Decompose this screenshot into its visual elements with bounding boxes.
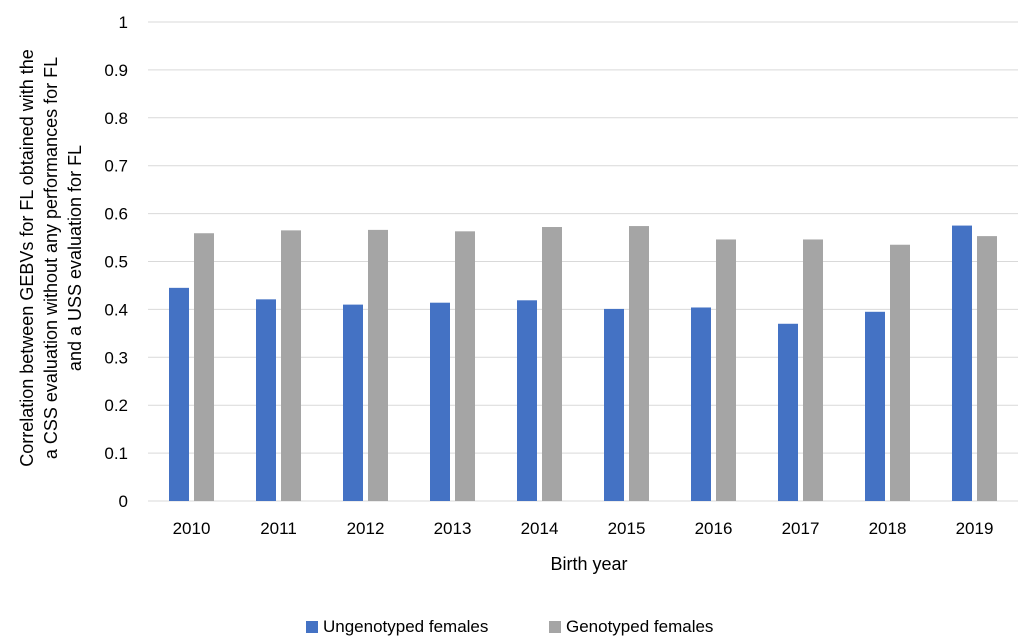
bar-ungenotyped-2016 — [691, 307, 711, 501]
y-axis-ticks: 0 0.1 0.2 0.3 0.4 0.5 0.6 0.7 0.8 0.9 1 — [104, 13, 128, 511]
y-tick-label: 0.9 — [104, 61, 128, 80]
legend-swatch-ungenotyped — [306, 621, 318, 633]
gridlines — [148, 21, 1018, 502]
bar-genotyped-2014 — [542, 227, 562, 501]
x-tick-label: 2012 — [347, 519, 385, 538]
x-tick-label: 2010 — [173, 519, 211, 538]
y-tick-label: 0.7 — [104, 157, 128, 176]
bar-ungenotyped-2014 — [517, 300, 537, 501]
x-tick-label: 2014 — [521, 519, 559, 538]
bar-ungenotyped-2013 — [430, 302, 450, 501]
bar-genotyped-2018 — [890, 244, 910, 502]
bar-ungenotyped-2011 — [256, 299, 276, 501]
y-tick-label: 0.2 — [104, 396, 128, 415]
legend-swatch-genotyped — [549, 621, 561, 633]
x-tick-label: 2011 — [260, 519, 297, 538]
y-tick-label: 0.1 — [104, 444, 128, 463]
bar-genotyped-2011 — [281, 230, 301, 502]
y-tick-label: 0.4 — [104, 300, 128, 319]
y-tick-label: 1 — [119, 13, 128, 32]
y-axis-label-line-3: and a USS evaluation for FL — [65, 145, 85, 371]
bar-genotyped-2012 — [368, 229, 388, 502]
x-axis-ticks: 2010 2011 2012 2013 2014 2015 2016 2017 2018 2019 — [173, 519, 994, 538]
x-tick-label: 2015 — [608, 519, 646, 538]
y-tick-label: 0.3 — [104, 348, 128, 367]
y-axis-label-line-2: a CSS evaluation without any performance… — [41, 57, 61, 459]
y-axis-label-line-1: Correlation between GEBVs for FL obtaine… — [17, 49, 37, 467]
bar-genotyped-2017 — [803, 239, 823, 501]
legend-label-genotyped: Genotyped females — [566, 617, 713, 636]
bar-genotyped-2015 — [629, 226, 649, 501]
x-axis-label: Birth year — [550, 554, 627, 574]
x-tick-label: 2016 — [695, 519, 733, 538]
x-tick-label: 2019 — [956, 519, 994, 538]
y-axis-label: Correlation between GEBVs for FL obtaine… — [17, 49, 85, 467]
x-tick-label: 2017 — [782, 519, 820, 538]
bar-ungenotyped-2018 — [865, 311, 885, 501]
y-tick-label: 0 — [119, 492, 128, 511]
bar-ungenotyped-2012 — [343, 304, 363, 501]
x-tick-label: 2013 — [434, 519, 472, 538]
y-tick-label: 0.6 — [104, 205, 128, 224]
bar-ungenotyped-2017 — [778, 323, 798, 501]
x-tick-label: 2018 — [869, 519, 907, 538]
bar-genotyped-2010 — [194, 233, 214, 501]
bar-genotyped-2016 — [716, 239, 736, 501]
bar-ungenotyped-2019 — [952, 225, 972, 501]
y-tick-label: 0.5 — [104, 253, 128, 272]
legend: Ungenotyped females Genotyped females — [306, 617, 713, 636]
bar-ungenotyped-2015 — [604, 308, 624, 501]
bar-genotyped-2019 — [977, 236, 997, 501]
bar-genotyped-2013 — [455, 231, 475, 501]
bars — [169, 225, 997, 502]
y-tick-label: 0.8 — [104, 109, 128, 128]
legend-label-ungenotyped: Ungenotyped females — [323, 617, 488, 636]
bar-ungenotyped-2010 — [169, 287, 189, 501]
